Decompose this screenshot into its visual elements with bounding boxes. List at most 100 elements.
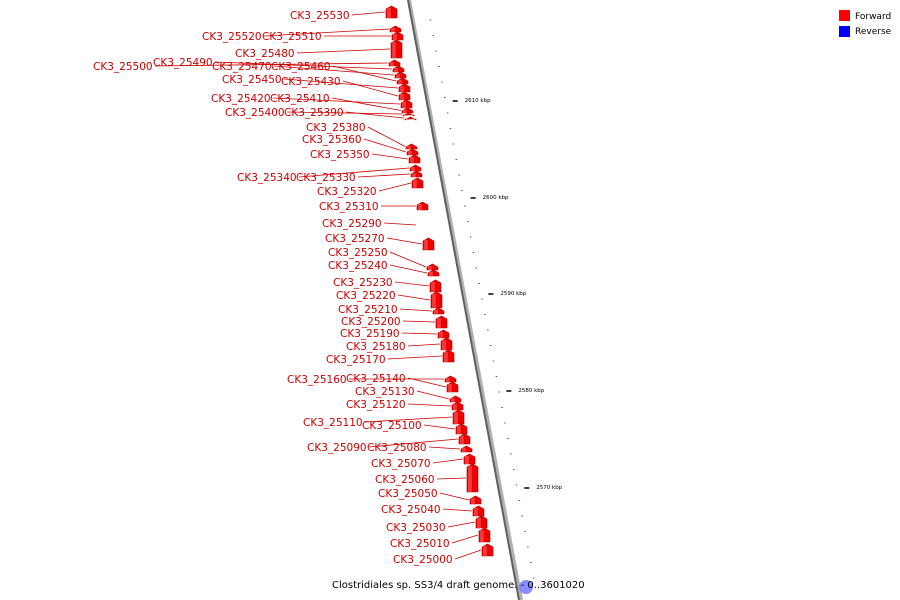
gene-connector (402, 320, 436, 323)
gene-connector (397, 294, 431, 301)
gene-label[interactable]: CK3_25320 (317, 186, 377, 198)
gene-label[interactable]: CK3_25140 (346, 373, 406, 385)
gene-label[interactable]: CK3_25330 (296, 172, 356, 184)
gene-label[interactable]: CK3_25210 (338, 304, 398, 316)
gene-block-highlight (437, 318, 441, 328)
gene-block-highlight (480, 530, 484, 542)
gene-label[interactable]: CK3_25460 (271, 61, 331, 73)
gene-label[interactable]: CK3_25190 (340, 328, 400, 340)
gene-connector (401, 332, 438, 335)
gene-label[interactable]: CK3_25530 (290, 10, 350, 22)
gene-block-highlight (446, 378, 450, 382)
gene-block-highlight (457, 426, 461, 434)
backbone-line (407, 0, 520, 600)
gene-label[interactable]: CK3_25080 (367, 442, 427, 454)
gene-label[interactable]: CK3_25040 (381, 504, 441, 516)
gene-label[interactable]: CK3_25390 (284, 107, 344, 119)
gene-block[interactable] (402, 112, 415, 117)
gene-block[interactable] (404, 116, 417, 121)
gene-label[interactable]: CK3_25090 (307, 442, 367, 454)
gene-connector (364, 416, 453, 423)
gene-block-highlight (453, 404, 457, 410)
gene-label[interactable]: CK3_25030 (386, 522, 446, 534)
gene-label[interactable]: CK3_25510 (262, 31, 322, 43)
gene-block-highlight (442, 340, 446, 350)
gene-label[interactable]: CK3_25360 (302, 134, 362, 146)
gene-label[interactable]: CK3_25160 (287, 374, 347, 386)
gene-label[interactable]: CK3_25060 (375, 474, 435, 486)
gene-label[interactable]: CK3_25230 (333, 277, 393, 289)
gene-connector (331, 97, 402, 111)
gene-connector (345, 111, 405, 119)
gene-block-highlight (454, 412, 458, 424)
gene-connector (378, 182, 412, 192)
gene-block-highlight (413, 180, 417, 188)
gene-label[interactable]: CK3_25340 (237, 172, 297, 184)
gene-block-highlight (391, 28, 395, 32)
gene-label[interactable]: CK3_25500 (93, 61, 153, 73)
gene-label[interactable]: CK3_25200 (341, 316, 401, 328)
backbone (407, 0, 523, 600)
gene-label[interactable]: CK3_25120 (346, 399, 406, 411)
gene-block-highlight (432, 294, 436, 308)
gene-label[interactable]: CK3_25490 (153, 57, 213, 69)
gene-block-highlight (471, 498, 475, 504)
gene-label[interactable]: CK3_25250 (328, 247, 388, 259)
gene-label[interactable]: CK3_25130 (355, 386, 415, 398)
gene-label[interactable]: CK3_25420 (211, 93, 271, 105)
gene-label[interactable]: CK3_25220 (336, 290, 396, 302)
gene-label[interactable]: CK3_25470 (212, 61, 272, 73)
gene-label[interactable]: CK3_25180 (346, 341, 406, 353)
gene-block-highlight (411, 167, 415, 171)
tick-label: 2590 kbp (500, 291, 526, 297)
gene-connector (451, 534, 479, 544)
gene-label[interactable]: CK3_25270 (325, 233, 385, 245)
tick-label: 2580 kbp (518, 388, 544, 394)
gene-label[interactable]: CK3_25000 (393, 554, 453, 566)
gene-label[interactable]: CK3_25450 (222, 74, 282, 86)
gene-block-highlight (428, 266, 432, 270)
legend-forward-label: Forward (855, 12, 891, 22)
gene-label[interactable]: CK3_25050 (378, 488, 438, 500)
legend-reverse-label: Reverse (855, 27, 892, 37)
gene-connector (447, 521, 476, 528)
gene-label[interactable]: CK3_25430 (281, 76, 341, 88)
gene-label[interactable]: CK3_25100 (362, 420, 422, 432)
gene-block-highlight (465, 456, 469, 464)
gene-label[interactable]: CK3_25310 (319, 201, 379, 213)
gene-connector (387, 355, 443, 360)
gene-label[interactable]: CK3_25070 (371, 458, 431, 470)
gene-block-highlight (400, 94, 404, 100)
gene-label[interactable]: CK3_25380 (306, 122, 366, 134)
gene-connector (389, 264, 428, 274)
gene-label[interactable]: CK3_25110 (303, 417, 363, 429)
gene-label[interactable]: CK3_25480 (235, 48, 295, 60)
gene-block-highlight (402, 102, 406, 108)
gene-block-highlight (410, 157, 414, 163)
gene-label[interactable]: CK3_25170 (326, 354, 386, 366)
gene-block-highlight (444, 352, 448, 362)
gene-connector (286, 111, 403, 115)
gene-connector (436, 477, 467, 480)
gene-label[interactable]: CK3_25520 (202, 31, 262, 43)
legend: Forward Reverse (839, 10, 892, 37)
gene-block-highlight (404, 115, 408, 116)
gene-label[interactable]: CK3_25010 (390, 538, 450, 550)
gene-block-highlight (406, 119, 410, 120)
gene-block-highlight (393, 34, 397, 40)
legend-forward-swatch (839, 10, 850, 21)
gene-label[interactable]: CK3_25410 (270, 93, 330, 105)
gene-block-highlight (477, 518, 481, 528)
gene-label[interactable]: CK3_25240 (328, 260, 388, 272)
gene-connector (214, 61, 393, 70)
gene-connector (263, 28, 390, 37)
gene-connector (298, 167, 410, 178)
gene-block-highlight (407, 146, 411, 149)
gene-label[interactable]: CK3_25400 (225, 107, 285, 119)
gene-block-highlight (474, 508, 478, 516)
tick-label: 2600 kbp (483, 195, 509, 201)
gene-label[interactable]: CK3_25290 (322, 218, 382, 230)
gene-connector (439, 492, 470, 501)
reverse-feature-marker (519, 580, 533, 594)
gene-label[interactable]: CK3_25350 (310, 149, 370, 161)
